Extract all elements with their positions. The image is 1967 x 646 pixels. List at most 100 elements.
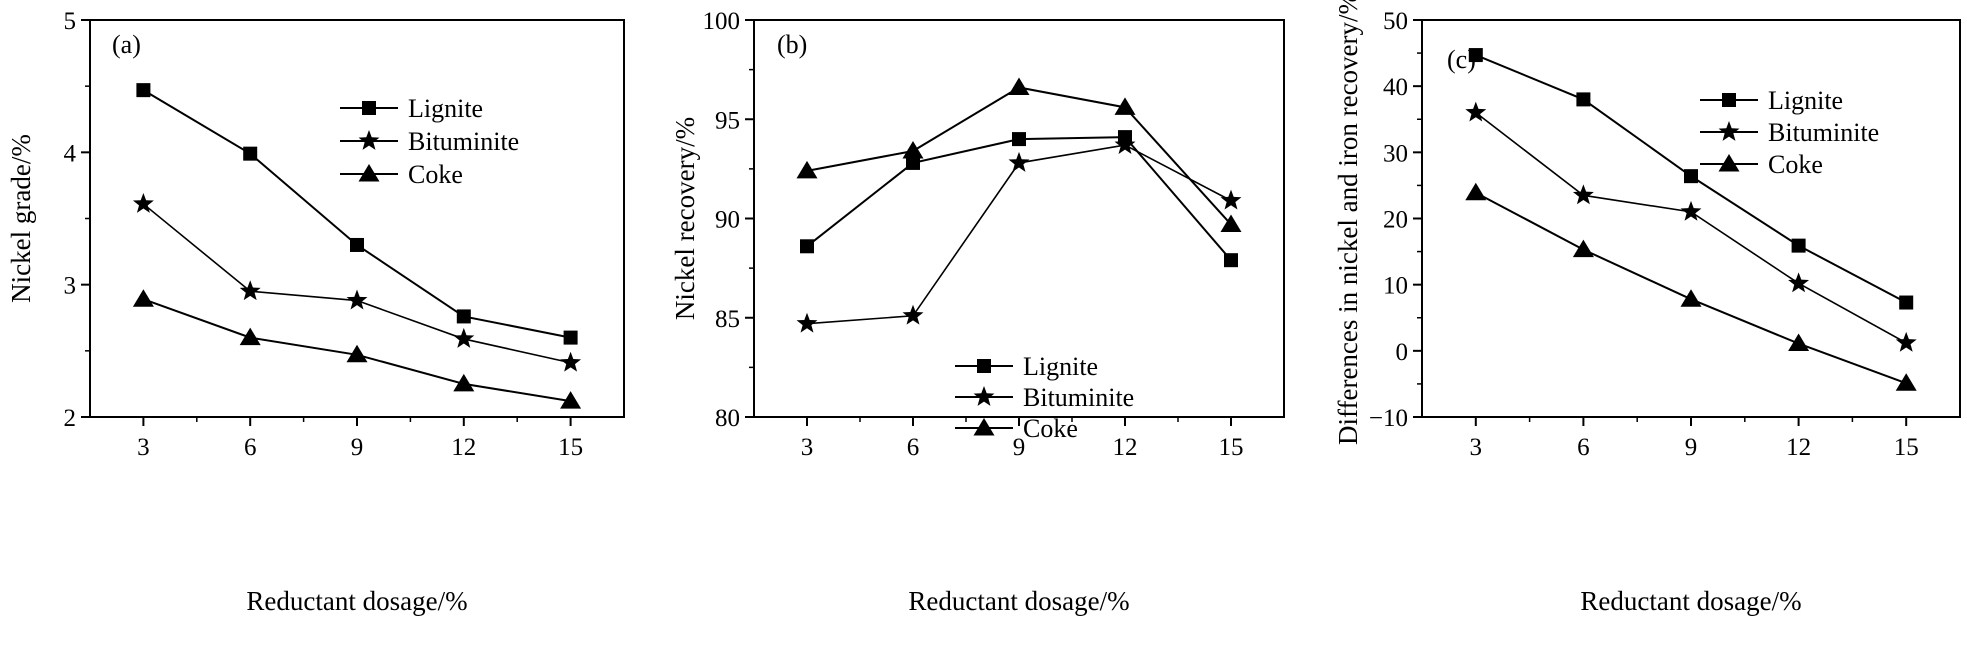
y-tick-label: 90 (715, 207, 740, 234)
data-point (243, 146, 258, 161)
legend-entry: Lignite (1700, 86, 1843, 115)
x-tick-label: 12 (1113, 434, 1138, 461)
data-point (1220, 214, 1242, 232)
data-point (346, 344, 368, 363)
data-point (796, 160, 818, 179)
x-axis-title: Reductant dosage/% (908, 586, 1129, 616)
data-point (560, 351, 582, 372)
plot-frame (1421, 19, 1961, 418)
series-line (1475, 191, 1907, 385)
y-axis-title: Differences in nickel and iron recovery/… (1333, 0, 1363, 445)
data-point (239, 327, 261, 346)
x-tick-label: 9 (1685, 434, 1698, 461)
legend-entry: Coke (1700, 150, 1823, 179)
panel-label: (a) (112, 30, 141, 59)
x-tick-label: 15 (558, 434, 583, 461)
data-point (1224, 253, 1238, 268)
series-bituminite (132, 192, 582, 372)
series-bituminite (1465, 101, 1917, 352)
y-tick-label: 95 (715, 107, 740, 134)
data-point (902, 304, 924, 325)
x-tick-label: 6 (907, 434, 920, 461)
x-tick-label: 9 (351, 434, 364, 461)
y-tick-label: 80 (715, 405, 740, 432)
x-tick-label: 15 (1219, 434, 1244, 461)
data-point (456, 309, 471, 324)
legend-marker (973, 386, 995, 406)
data-point (239, 280, 261, 301)
data-point (1465, 101, 1487, 122)
data-point (132, 289, 154, 307)
series-coke (1465, 182, 1917, 391)
data-point (132, 192, 154, 213)
data-point (1465, 182, 1487, 201)
data-point (1680, 200, 1702, 221)
legend-label: Lignite (1768, 86, 1843, 115)
x-tick-label: 6 (1577, 434, 1590, 461)
y-tick-label: 4 (64, 140, 77, 167)
data-point (1680, 289, 1702, 307)
data-point (1895, 373, 1917, 391)
series-line (806, 144, 1232, 325)
data-point (1791, 238, 1806, 253)
data-point (1899, 295, 1914, 310)
legend-entry: Bituminite (340, 127, 519, 156)
legend-label: Bituminite (408, 127, 519, 156)
x-axis-title: Reductant dosage/% (1580, 586, 1801, 616)
data-point (902, 141, 924, 159)
x-tick-label: 15 (1894, 434, 1919, 461)
data-point (1572, 184, 1594, 205)
legend-marker (362, 101, 376, 115)
y-tick-label: 0 (1396, 339, 1409, 366)
legend-label: Coke (1768, 150, 1823, 179)
data-point (453, 327, 475, 348)
chart-panel: 3 6 9 12 15 2 3 4 5 Reductant dosage/% Nickel grad… (6, 8, 625, 616)
series-lignite (136, 83, 578, 345)
y-tick-label: 20 (1383, 207, 1408, 234)
x-axis-title: Reductant dosage/% (246, 586, 467, 616)
panel-label: (b) (777, 30, 807, 59)
x-tick-label: 9 (1013, 434, 1026, 461)
data-point (1114, 97, 1136, 115)
data-point (1572, 239, 1594, 258)
data-point (1788, 333, 1810, 352)
x-tick-label: 12 (451, 434, 476, 461)
legend-entry: Coke (955, 414, 1078, 443)
legend-label: Lignite (1023, 352, 1098, 381)
data-point (796, 312, 818, 333)
x-tick-label: 12 (1786, 434, 1811, 461)
y-tick-label: 40 (1383, 74, 1408, 101)
data-point (1008, 151, 1030, 172)
series-lignite (800, 130, 1238, 268)
data-point (1576, 92, 1591, 107)
series-line (142, 203, 571, 364)
legend-marker (358, 164, 380, 182)
data-point (453, 373, 475, 392)
y-axis-title: Nickel grade/% (6, 134, 36, 303)
legend-marker (358, 130, 380, 150)
x-tick-label: 3 (801, 434, 814, 461)
y-tick-label: 100 (703, 8, 741, 35)
data-point (1012, 132, 1026, 147)
data-point (563, 330, 578, 345)
data-point (136, 83, 151, 98)
legend-entry: Bituminite (1700, 118, 1879, 147)
legend-label: Coke (408, 160, 463, 189)
y-axis-title: Nickel recovery/% (670, 117, 700, 320)
y-tick-label: 10 (1383, 273, 1408, 300)
legend-label: Bituminite (1768, 118, 1879, 147)
data-point (1220, 189, 1242, 210)
legend-label: Bituminite (1023, 383, 1134, 412)
y-tick-label: 3 (64, 273, 77, 300)
data-point (800, 239, 814, 254)
legend-label: Lignite (408, 94, 483, 123)
series-lignite (1468, 48, 1914, 310)
x-tick-label: 6 (244, 434, 257, 461)
chart-panel: 3 6 9 12 15 80 85 90 95 100 Reductant dosage/% Nick… (670, 8, 1285, 616)
legend-marker (977, 359, 991, 373)
x-tick-label: 3 (1470, 434, 1483, 461)
data-point (560, 391, 582, 409)
y-tick-label: 5 (64, 8, 77, 35)
data-point (350, 237, 364, 252)
